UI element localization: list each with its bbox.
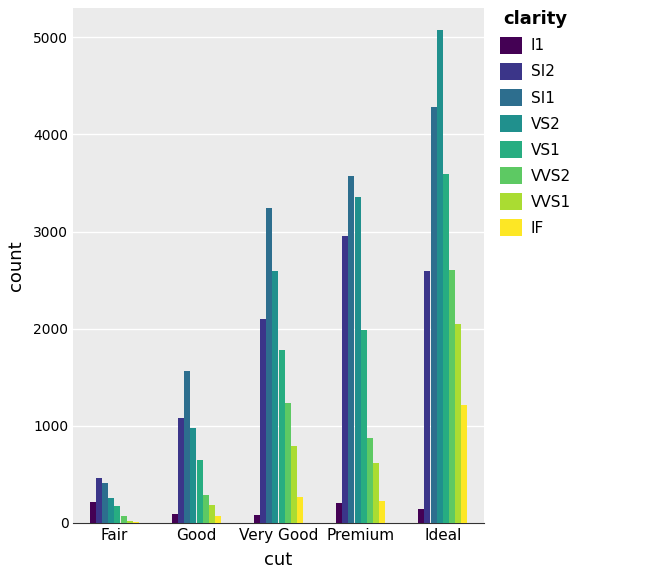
Bar: [425, 271, 430, 523]
Bar: [90, 502, 95, 523]
Bar: [379, 501, 385, 523]
Bar: [266, 208, 272, 523]
Bar: [215, 516, 221, 523]
Bar: [367, 438, 373, 523]
Bar: [443, 175, 449, 523]
Bar: [96, 478, 102, 523]
Bar: [437, 31, 443, 523]
Bar: [355, 197, 361, 523]
Bar: [184, 372, 190, 523]
Bar: [108, 498, 114, 523]
Bar: [291, 446, 297, 523]
Bar: [336, 503, 342, 523]
Legend: I1, SI2, SI1, VS2, VS1, VVS2, VVS1, IF: I1, SI2, SI1, VS2, VS1, VVS2, VVS1, IF: [495, 6, 575, 241]
Bar: [373, 463, 379, 523]
Bar: [431, 107, 437, 523]
Y-axis label: count: count: [7, 240, 25, 291]
X-axis label: cut: cut: [264, 551, 293, 569]
Bar: [254, 515, 260, 523]
Bar: [272, 271, 278, 523]
Bar: [172, 514, 178, 523]
Bar: [455, 324, 461, 523]
Bar: [342, 237, 348, 523]
Bar: [114, 506, 120, 523]
Bar: [120, 516, 126, 523]
Bar: [349, 176, 354, 523]
Bar: [285, 403, 291, 523]
Bar: [203, 495, 209, 523]
Bar: [127, 521, 132, 523]
Bar: [190, 428, 196, 523]
Bar: [462, 405, 467, 523]
Bar: [279, 350, 285, 523]
Bar: [102, 483, 108, 523]
Bar: [297, 497, 303, 523]
Bar: [178, 418, 184, 523]
Bar: [209, 505, 215, 523]
Bar: [260, 319, 266, 523]
Bar: [449, 270, 455, 523]
Bar: [133, 522, 139, 523]
Bar: [418, 509, 424, 523]
Bar: [361, 329, 367, 523]
Bar: [196, 460, 202, 523]
